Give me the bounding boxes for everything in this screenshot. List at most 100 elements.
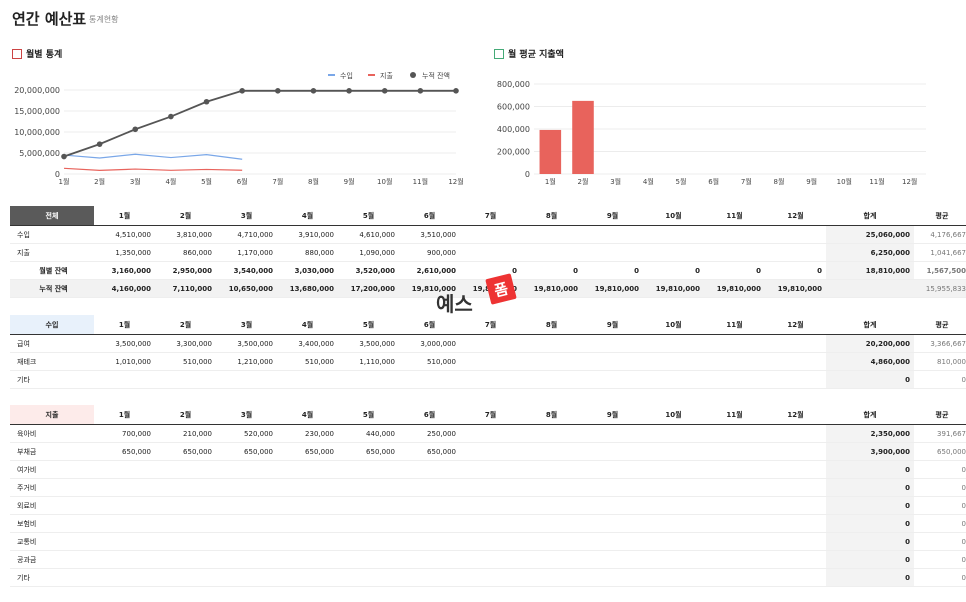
cell-value [643, 370, 704, 389]
cell-value [704, 496, 765, 515]
cell-value [155, 460, 216, 479]
month-header: 4월 [277, 206, 338, 226]
cell-value [216, 514, 277, 533]
cell-value [643, 550, 704, 569]
bar [539, 129, 562, 174]
cell-value: 3,500,000 [338, 334, 399, 353]
cell-value: 10,650,000 [216, 279, 277, 298]
cell-value [765, 352, 826, 371]
cell-value [704, 568, 765, 587]
row-average: 810,000 [914, 352, 966, 371]
cell-value [277, 532, 338, 551]
cell-value [643, 442, 704, 461]
y-tick-label: 800,000 [497, 80, 530, 89]
table-row: 수입 4,510,000 3,810,000 4,710,000 3,910,000 4,… [10, 225, 966, 244]
data-point [310, 87, 317, 94]
x-tick-label: 8월 [308, 177, 319, 186]
cell-value [704, 243, 765, 262]
cell-value [460, 568, 521, 587]
x-tick-label: 11월 [413, 177, 428, 186]
cell-value: 19,810,000 [704, 279, 765, 298]
data-point [275, 87, 281, 94]
cell-value [460, 550, 521, 569]
month-header: 7월 [460, 206, 521, 226]
cell-value [521, 352, 582, 371]
month-header: 8월 [521, 405, 582, 425]
x-tick-label: 2월 [94, 177, 105, 186]
month-header: 1월 [94, 315, 155, 335]
y-tick-label: 10,000,000 [14, 128, 60, 137]
line-chart: 0 5,000,000 10,000,000 15,000,000 20,000,000… [14, 71, 463, 186]
cell-value: 7,110,000 [155, 279, 216, 298]
row-total: 25,060,000 [826, 225, 914, 244]
row-label: 월별 잔액 [10, 261, 94, 280]
cell-value: 0 [521, 261, 582, 280]
table-row: 교통비 0 0 [10, 532, 966, 551]
cell-value: 900,000 [399, 243, 460, 262]
cell-value: 230,000 [277, 424, 338, 443]
cell-value [521, 568, 582, 587]
cell-value [643, 496, 704, 515]
cell-value: 2,610,000 [399, 261, 460, 280]
data-point [168, 113, 174, 120]
month-header: 3월 [216, 206, 277, 226]
series-line [63, 153, 243, 160]
row-total: 4,860,000 [826, 352, 914, 371]
cell-value: 880,000 [277, 243, 338, 262]
cell-value [216, 496, 277, 515]
month-header: 10월 [643, 405, 704, 425]
cell-value [277, 478, 338, 497]
cell-value: 510,000 [277, 352, 338, 371]
row-average: 391,667 [914, 424, 966, 443]
month-header: 10월 [643, 206, 704, 226]
y-tick-label: 0 [525, 170, 530, 179]
cell-value [704, 460, 765, 479]
x-tick-label: 6월 [708, 177, 719, 186]
x-tick-label: 1월 [545, 177, 556, 186]
row-average: 0 [914, 514, 966, 533]
cell-value [155, 550, 216, 569]
cell-value [521, 514, 582, 533]
x-tick-label: 4월 [165, 177, 176, 186]
cell-value [765, 243, 826, 262]
cell-value [643, 478, 704, 497]
data-point [239, 87, 245, 94]
row-total: 2,350,000 [826, 424, 914, 443]
row-label: 공과금 [10, 550, 94, 569]
cell-value: 3,030,000 [277, 261, 338, 280]
row-average: 0 [914, 550, 966, 569]
x-tick-label: 7월 [272, 177, 283, 186]
y-tick-label: 0 [55, 170, 60, 179]
cell-value: 17,200,000 [338, 279, 399, 298]
y-tick-label: 600,000 [497, 103, 530, 112]
watermark: 예스 폼 [436, 273, 517, 317]
month-header: 9월 [582, 315, 643, 335]
x-tick-label: 9월 [806, 177, 817, 186]
table-row: 재테크 1,010,000 510,000 1,210,000 510,000 1,110… [10, 352, 966, 371]
cell-value [704, 424, 765, 443]
cell-value [643, 352, 704, 371]
cell-value [277, 550, 338, 569]
cell-value [460, 243, 521, 262]
cell-value: 650,000 [399, 442, 460, 461]
income-table: 수입 1월 2월 3월 4월 5월 6월 7월 8월 9월 10월 11월 12월 합계 평균 급여 3,500… [10, 315, 966, 389]
cell-value: 0 [765, 261, 826, 280]
x-tick-label: 9월 [344, 177, 355, 186]
row-average: 3,366,667 [914, 334, 966, 353]
overall-table: 전체 1월 2월 3월 4월 5월 6월 7월 8월 9월 10월 11월 12월 합계 평균 수입 4,510… [10, 206, 966, 298]
month-header: 6월 [399, 405, 460, 425]
cell-value [521, 550, 582, 569]
y-tick-label: 20,000,000 [14, 86, 60, 95]
cell-value [460, 496, 521, 515]
legend-label: 수입 [340, 72, 353, 80]
table-row: 급여 3,500,000 3,300,000 3,500,000 3,400,000 3,… [10, 334, 966, 353]
cell-value [399, 478, 460, 497]
row-label: 부채금 [10, 442, 94, 461]
x-tick-label: 1월 [59, 177, 70, 186]
row-total: 0 [826, 496, 914, 515]
table-row: 월별 잔액 3,160,000 2,950,000 3,540,000 3,030,00… [10, 261, 966, 280]
x-tick-label: 7월 [741, 177, 752, 186]
month-header: 9월 [582, 206, 643, 226]
cell-value: 250,000 [399, 424, 460, 443]
cell-value [582, 460, 643, 479]
